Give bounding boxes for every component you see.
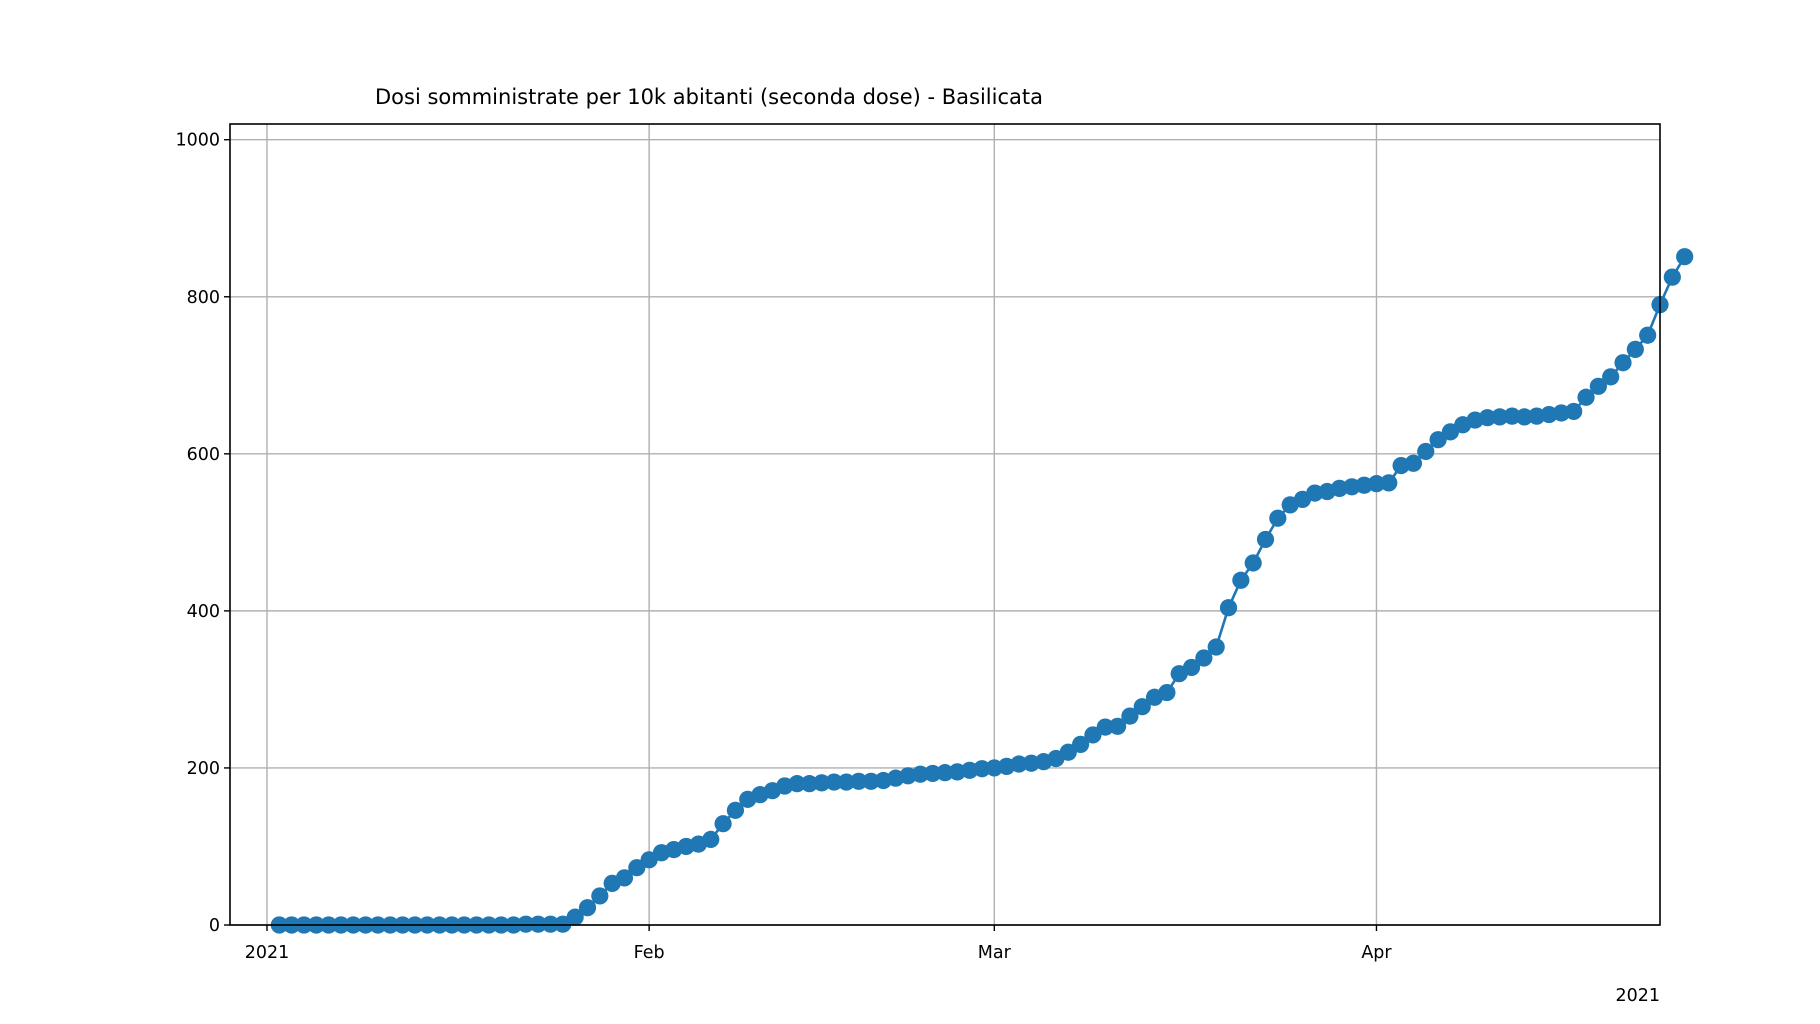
data-point (702, 830, 720, 849)
data-point (813, 774, 831, 792)
data-point (1072, 735, 1090, 753)
data-point (1602, 368, 1620, 386)
data-point (825, 773, 843, 791)
data-point (973, 760, 991, 778)
y-tick-label: 200 (187, 759, 220, 779)
y-tick-label: 600 (187, 445, 220, 465)
y-tick-label: 0 (209, 916, 220, 936)
data-point (591, 887, 609, 905)
data-point (628, 859, 646, 877)
data-point (1084, 726, 1102, 744)
x-tick-label: 2021 (245, 943, 290, 963)
data-point (1626, 340, 1644, 358)
data-point (1663, 268, 1681, 286)
x-tick-label: Feb (634, 943, 665, 963)
x-tick-label: Apr (1361, 943, 1392, 963)
data-point (1158, 683, 1176, 702)
data-point (1244, 554, 1262, 572)
data-point (615, 869, 634, 887)
y-tick-label: 1000 (175, 131, 220, 151)
plot-frame (229, 123, 1661, 926)
data-point (566, 908, 584, 926)
data-point (1614, 354, 1632, 372)
y-tick-label: 400 (187, 602, 220, 622)
data-point (1195, 649, 1213, 667)
data-point (1589, 377, 1607, 395)
data-point (1639, 326, 1657, 344)
data-point (788, 775, 806, 793)
chart-title: Dosi somministrate per 10k abitanti (sec… (375, 85, 1043, 109)
data-point (924, 764, 942, 783)
data-point (1182, 658, 1201, 677)
data-point (1059, 743, 1077, 761)
data-point (1269, 509, 1287, 527)
data-point (714, 815, 732, 833)
data-point (1232, 571, 1250, 589)
data-point (1108, 717, 1127, 735)
x-axis: 2021 Feb Mar Apr (245, 925, 1392, 963)
data-point (1404, 454, 1423, 472)
y-axis: 0 200 400 600 800 1000 (175, 131, 230, 936)
data-point (1121, 707, 1139, 725)
data-point (1429, 431, 1447, 449)
data-point (1676, 248, 1694, 266)
data-point (578, 899, 597, 917)
data-point (1417, 442, 1435, 461)
data-point (911, 765, 929, 783)
data-point (1133, 698, 1151, 716)
data-point (850, 772, 868, 790)
data-point (936, 764, 954, 782)
data-point (1491, 408, 1509, 426)
data-point (1515, 408, 1533, 426)
data-point (1010, 755, 1028, 773)
x-tick-label: Mar (978, 943, 1012, 963)
data-point (1478, 409, 1497, 427)
data-point (1565, 402, 1583, 421)
data-point (1367, 475, 1386, 493)
data-point (1096, 718, 1114, 736)
y-tick-label: 800 (187, 288, 220, 308)
x-axis-offset-label: 2021 (1615, 986, 1660, 1006)
data-point (800, 775, 819, 793)
data-point (862, 772, 880, 790)
data-point (837, 773, 855, 791)
data-point (1219, 599, 1238, 617)
data-point (1380, 474, 1398, 492)
data-point (726, 801, 745, 819)
data-point (1503, 407, 1521, 425)
data-point (1577, 388, 1595, 406)
data-point (1207, 638, 1225, 656)
data-point (1256, 530, 1275, 549)
